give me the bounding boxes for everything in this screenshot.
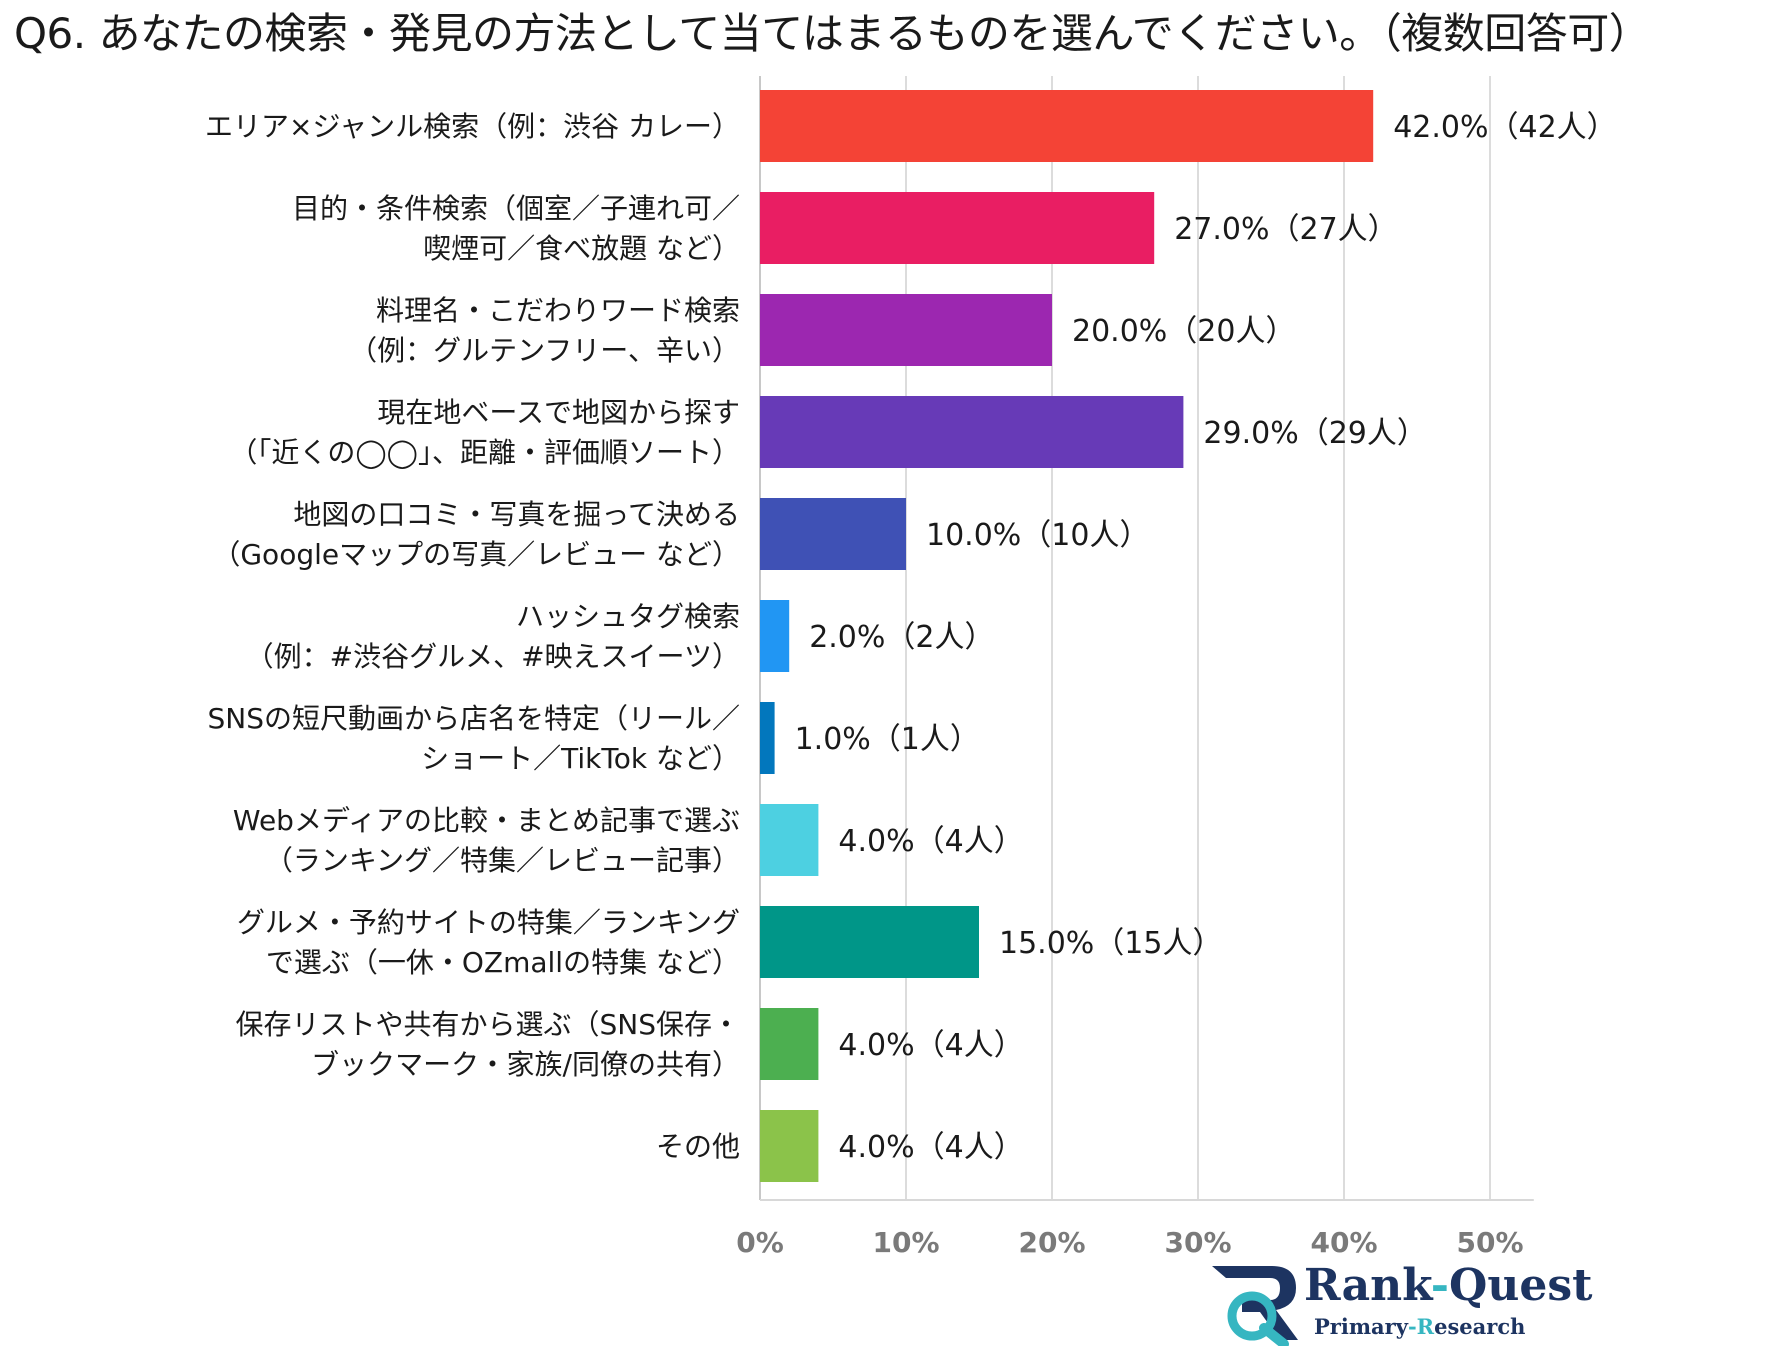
bars — [760, 90, 1374, 1182]
category-label: 現在地ベースで地図から探す — [377, 396, 740, 429]
rank-quest-logo-icon — [1212, 1266, 1298, 1349]
chart-title: Q6. あなたの検索・発見の方法として当てはまるものを選んでください。（複数回答… — [14, 9, 1651, 58]
bar — [760, 1008, 819, 1080]
logo-wordmark: Rank-Quest — [1304, 1260, 1593, 1311]
category-label: 目的・条件検索（個室／子連れ可／ — [292, 192, 740, 225]
data-label: 42.0%（42人） — [1393, 110, 1616, 145]
x-axis-ticks: 0% 10% 20% 30% 40% 50% — [736, 1226, 1523, 1259]
data-label: 4.0%（4人） — [838, 1130, 1023, 1165]
category-label: 保存リストや共有から選ぶ（SNS保存・ — [236, 1008, 741, 1041]
data-label: 29.0%（29人） — [1203, 416, 1426, 451]
bar — [760, 396, 1184, 468]
category-label: 地図の口コミ・写真を掘って決める — [293, 498, 740, 531]
category-label: （Googleマップの写真／レビュー など） — [212, 538, 740, 571]
x-tick-label: 50% — [1456, 1226, 1523, 1259]
data-label: 10.0%（10人） — [926, 518, 1149, 553]
labels: 42.0%（42人） エリア×ジャンル検索（例：渋谷 カレー） 27.0%（27人）… — [205, 110, 1617, 1165]
data-label: 4.0%（4人） — [838, 1028, 1023, 1063]
bar — [760, 192, 1155, 264]
category-label: （例：グルテンフリー、辛い） — [349, 334, 740, 367]
x-tick-label: 40% — [1310, 1226, 1377, 1259]
bar — [760, 702, 775, 774]
bar — [760, 294, 1052, 366]
bar — [760, 906, 979, 978]
category-label: エリア×ジャンル検索（例：渋谷 カレー） — [205, 110, 740, 143]
x-tick-label: 0% — [736, 1226, 784, 1259]
data-label: 20.0%（20人） — [1072, 314, 1295, 349]
data-label: 15.0%（15人） — [999, 926, 1222, 961]
bar — [760, 90, 1374, 162]
bar — [760, 804, 819, 876]
category-label: その他 — [656, 1130, 740, 1163]
category-label: Webメディアの比較・まとめ記事で選ぶ — [233, 804, 740, 837]
data-label: 2.0%（2人） — [809, 620, 994, 655]
bar — [760, 1110, 819, 1182]
bar — [760, 600, 790, 672]
category-label: ハッシュタグ検索 — [516, 600, 740, 633]
category-label: （例：#渋谷グルメ、#映えスイーツ） — [246, 640, 740, 673]
x-tick-label: 30% — [1164, 1226, 1231, 1259]
category-label: で選ぶ（一休・OZmallの特集 など） — [266, 946, 740, 979]
category-label: 料理名・こだわりワード検索 — [376, 294, 740, 327]
category-label: 喫煙可／食べ放題 など） — [423, 232, 740, 265]
bar — [760, 498, 906, 570]
category-label: ショート／TikTok など） — [421, 742, 740, 775]
data-label: 27.0%（27人） — [1174, 212, 1397, 247]
data-label: 1.0%（1人） — [795, 722, 980, 757]
rank-quest-logo: Rank-Quest Primary-Research — [1208, 1260, 1592, 1349]
category-label: グルメ・予約サイトの特集／ランキング — [237, 906, 740, 939]
x-tick-label: 10% — [872, 1226, 939, 1259]
data-label: 4.0%（4人） — [838, 824, 1023, 859]
category-label: （「近くの◯◯」、距離・評価順ソート） — [229, 436, 740, 469]
logo-tagline: Primary-Research — [1314, 1314, 1526, 1339]
category-label: ブックマーク・家族/同僚の共有） — [311, 1048, 740, 1081]
x-tick-label: 20% — [1018, 1226, 1085, 1259]
category-label: SNSの短尺動画から店名を特定（リール／ — [208, 702, 741, 735]
category-label: （ランキング／特集／レビュー記事） — [265, 844, 740, 877]
